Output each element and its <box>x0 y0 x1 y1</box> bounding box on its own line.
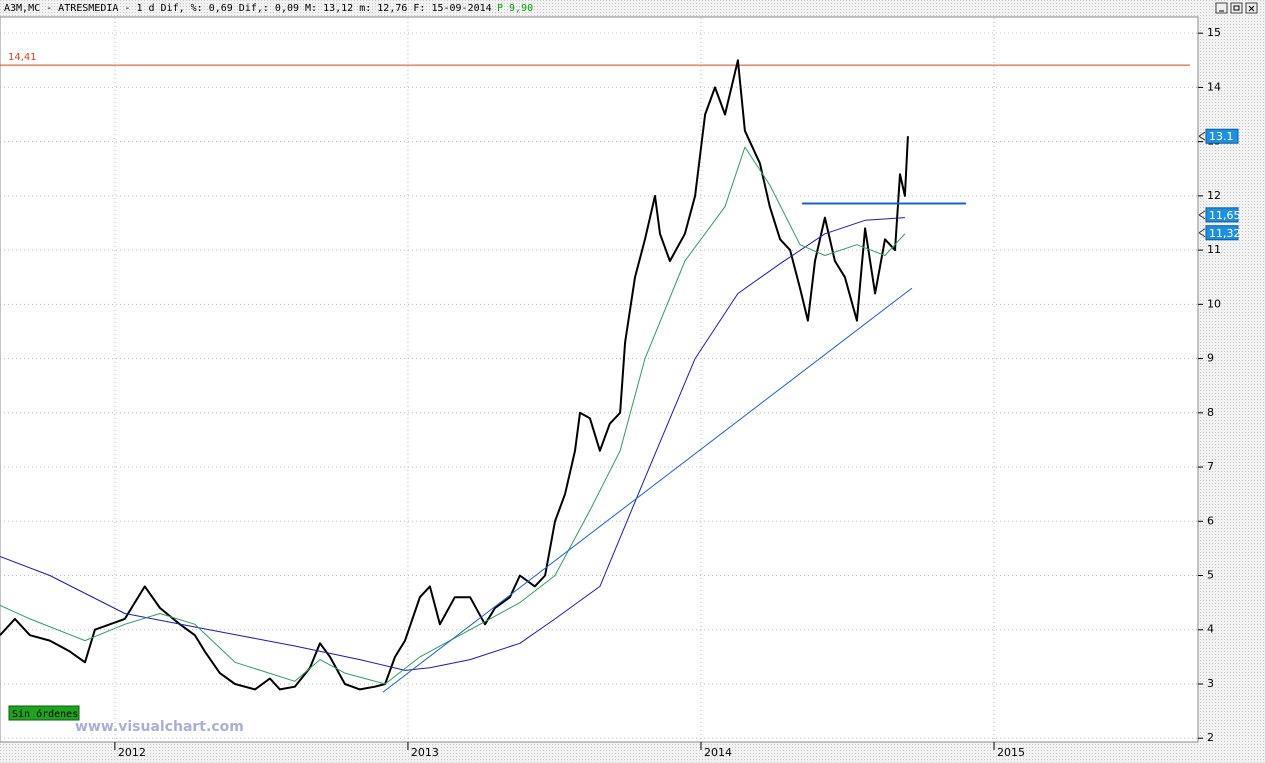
x-tick-label: 2014 <box>704 746 732 759</box>
y-tick-label: 14 <box>1207 80 1221 93</box>
x-tick-label: 2015 <box>997 746 1025 759</box>
y-tick-label: 12 <box>1207 189 1221 202</box>
series-line <box>0 217 905 671</box>
price-flag-label: 11,32 <box>1209 227 1241 240</box>
price-flag-arrow <box>1198 131 1206 141</box>
price-flag <box>1205 225 1239 241</box>
y-tick-label: 9 <box>1207 352 1214 365</box>
y-tick-label: 4 <box>1207 623 1214 636</box>
orders-badge-label: Sin órdenes <box>12 708 78 720</box>
chart-title: A3M,MC - ATRESMEDIA - 1 d Dif, %: 0,69 D… <box>4 3 492 14</box>
y-tick-label: 8 <box>1207 406 1214 419</box>
plot-area <box>0 16 1199 743</box>
y-tick-label: 3 <box>1207 677 1214 690</box>
series-line <box>0 146 906 685</box>
y-tick-label: 2 <box>1207 731 1214 744</box>
watermark: www.visualchart.com <box>75 719 244 735</box>
price-flag-label: 13.1 <box>1209 130 1234 143</box>
reference-label: 14,41 <box>8 52 37 63</box>
price-flag-arrow <box>1198 210 1206 220</box>
orders-badge <box>8 705 80 721</box>
y-tick-label: 15 <box>1207 26 1221 39</box>
x-tick-label: 2013 <box>411 746 439 759</box>
series-line <box>0 59 909 691</box>
trend-line <box>382 287 913 693</box>
x-tick-label: 2012 <box>118 746 146 759</box>
price-flag <box>1205 207 1239 223</box>
window-buttons <box>1215 2 1258 14</box>
price-flag-arrow <box>1198 228 1206 238</box>
y-tick-label: 7 <box>1207 460 1214 473</box>
y-tick-label: 10 <box>1207 297 1221 310</box>
y-tick-label: 6 <box>1207 514 1214 527</box>
price-flag <box>1205 128 1239 144</box>
y-tick-label: 11 <box>1207 243 1221 256</box>
y-tick-label: 5 <box>1207 569 1214 582</box>
price-flag-label: 11,65 <box>1209 209 1241 222</box>
subtitle: P 9,90 <box>497 3 533 14</box>
